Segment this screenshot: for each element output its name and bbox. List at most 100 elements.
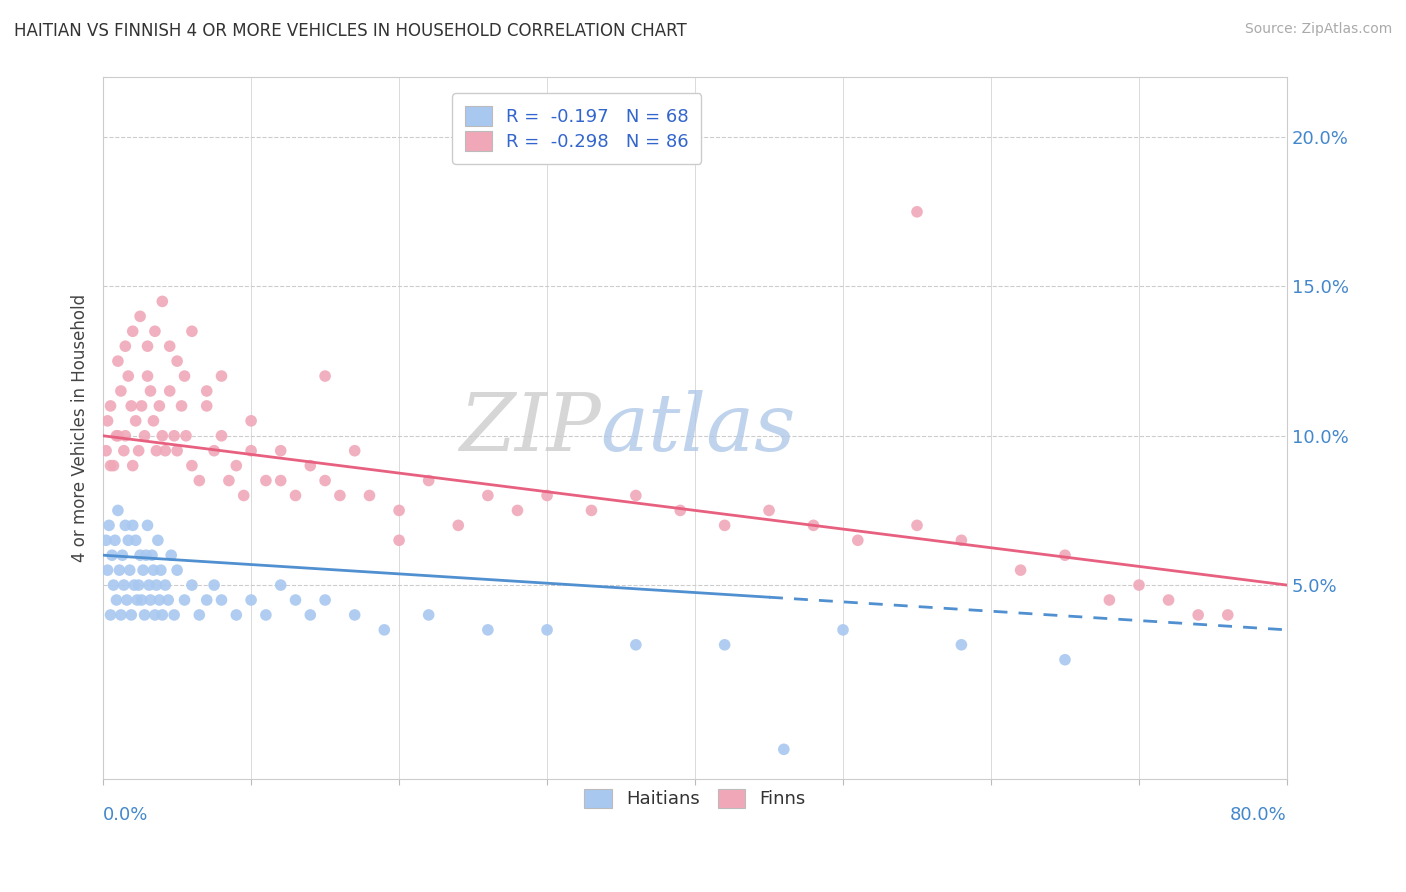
Point	[418, 474, 440, 488]
Point	[149, 563, 172, 577]
Point	[148, 399, 170, 413]
Point	[129, 310, 152, 324]
Point	[120, 607, 142, 622]
Point	[136, 339, 159, 353]
Point	[180, 578, 202, 592]
Point	[418, 607, 440, 622]
Point	[131, 399, 153, 413]
Point	[111, 548, 134, 562]
Point	[624, 488, 647, 502]
Point	[758, 503, 780, 517]
Point	[669, 503, 692, 517]
Point	[1128, 578, 1150, 592]
Point	[388, 503, 411, 517]
Point	[240, 593, 263, 607]
Point	[905, 518, 928, 533]
Point	[1157, 593, 1180, 607]
Point	[142, 414, 165, 428]
Point	[477, 488, 499, 502]
Point	[143, 324, 166, 338]
Point	[121, 324, 143, 338]
Point	[240, 443, 263, 458]
Point	[159, 339, 181, 353]
Point	[134, 607, 156, 622]
Point	[101, 548, 124, 562]
Point	[146, 533, 169, 548]
Point	[1216, 607, 1239, 622]
Point	[624, 638, 647, 652]
Point	[211, 429, 233, 443]
Point	[581, 503, 603, 517]
Point	[188, 607, 211, 622]
Point	[121, 458, 143, 473]
Point	[114, 339, 136, 353]
Point	[284, 593, 307, 607]
Point	[225, 458, 247, 473]
Point	[118, 563, 141, 577]
Point	[108, 563, 131, 577]
Point	[359, 488, 381, 502]
Point	[232, 488, 254, 502]
Point	[105, 429, 128, 443]
Point	[138, 578, 160, 592]
Point	[129, 548, 152, 562]
Point	[314, 474, 336, 488]
Point	[143, 607, 166, 622]
Point	[299, 607, 322, 622]
Point	[343, 443, 366, 458]
Point	[100, 399, 122, 413]
Point	[107, 429, 129, 443]
Text: Source: ZipAtlas.com: Source: ZipAtlas.com	[1244, 22, 1392, 37]
Point	[160, 548, 183, 562]
Point	[195, 399, 218, 413]
Point	[107, 503, 129, 517]
Point	[174, 429, 197, 443]
Point	[284, 488, 307, 502]
Point	[150, 607, 173, 622]
Point	[125, 533, 148, 548]
Point	[240, 414, 263, 428]
Point	[155, 443, 177, 458]
Point	[166, 354, 188, 368]
Point	[314, 593, 336, 607]
Point	[97, 563, 120, 577]
Point	[131, 593, 153, 607]
Point	[145, 443, 167, 458]
Point	[107, 354, 129, 368]
Point	[132, 563, 155, 577]
Point	[195, 593, 218, 607]
Point	[105, 593, 128, 607]
Text: 80.0%: 80.0%	[1230, 806, 1286, 824]
Point	[159, 384, 181, 398]
Point	[713, 518, 735, 533]
Point	[136, 518, 159, 533]
Point	[117, 533, 139, 548]
Point	[114, 429, 136, 443]
Y-axis label: 4 or more Vehicles in Household: 4 or more Vehicles in Household	[72, 294, 89, 562]
Point	[388, 533, 411, 548]
Point	[103, 578, 125, 592]
Point	[150, 294, 173, 309]
Point	[100, 607, 122, 622]
Point	[343, 607, 366, 622]
Point	[832, 623, 855, 637]
Point	[117, 369, 139, 384]
Point	[1053, 653, 1076, 667]
Point	[170, 399, 193, 413]
Point	[299, 458, 322, 473]
Point	[846, 533, 869, 548]
Point	[195, 384, 218, 398]
Point	[218, 474, 240, 488]
Point	[772, 742, 794, 756]
Point	[100, 458, 122, 473]
Point	[120, 399, 142, 413]
Point	[477, 623, 499, 637]
Point	[202, 578, 225, 592]
Point	[713, 638, 735, 652]
Point	[506, 503, 529, 517]
Point	[329, 488, 352, 502]
Point	[104, 533, 127, 548]
Point	[103, 458, 125, 473]
Point	[536, 623, 558, 637]
Point	[180, 324, 202, 338]
